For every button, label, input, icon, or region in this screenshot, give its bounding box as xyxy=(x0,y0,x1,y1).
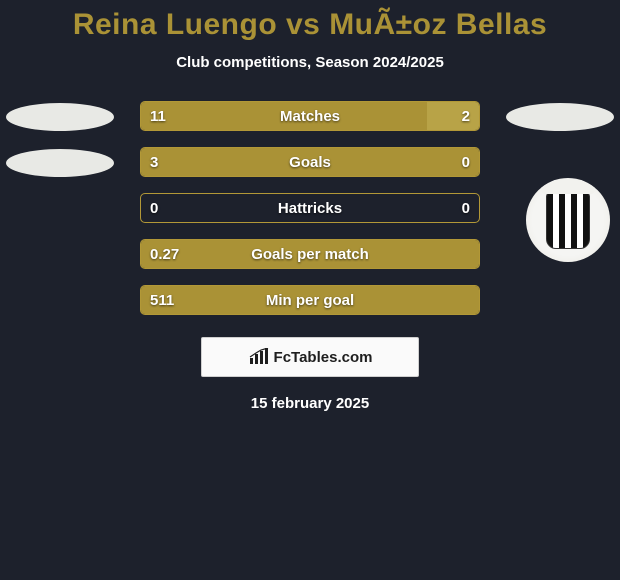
stat-bar-right xyxy=(427,102,479,130)
stat-value-left: 511 xyxy=(150,285,174,315)
stat-value-right: 0 xyxy=(462,193,470,223)
subtitle: Club competitions, Season 2024/2025 xyxy=(0,54,620,71)
stat-value-right: 0 xyxy=(462,147,470,177)
stat-bar-track: Goals per match xyxy=(140,239,480,269)
stat-bar-left xyxy=(141,102,427,130)
player-badge-left xyxy=(6,103,114,131)
stat-value-left: 11 xyxy=(150,101,166,131)
stat-row: Min per goal511 xyxy=(0,285,620,317)
footer-brand-box: FcTables.com xyxy=(201,337,419,377)
date-text: 15 february 2025 xyxy=(0,395,620,412)
stat-row: Goals3 0 xyxy=(0,147,620,179)
stat-value-left: 3 xyxy=(150,147,158,177)
stat-bar-left xyxy=(141,286,479,314)
stat-bar-track: Hattricks xyxy=(140,193,480,223)
stat-bar-left xyxy=(141,240,479,268)
stat-value-left: 0 xyxy=(150,193,158,223)
stat-bar-track: Goals xyxy=(140,147,480,177)
stat-bar-left xyxy=(141,148,479,176)
stat-bar-track: Matches xyxy=(140,101,480,131)
player-badge-left xyxy=(6,149,114,177)
stat-bar-track: Min per goal xyxy=(140,285,480,315)
stat-label: Hattricks xyxy=(141,194,479,222)
stat-value-right: 2 xyxy=(462,101,470,131)
club-badge-right: MERIDA xyxy=(526,178,610,262)
footer-brand-text: FcTables.com xyxy=(274,349,373,366)
stat-row: Matches11 2 xyxy=(0,101,620,133)
stat-row: Goals per match0.27 xyxy=(0,239,620,271)
player-badge-right xyxy=(506,103,614,131)
stat-value-left: 0.27 xyxy=(150,239,179,269)
club-shield-icon xyxy=(546,191,590,249)
bar-chart-icon xyxy=(248,348,270,366)
page-title: Reina Luengo vs MuÃ±oz Bellas xyxy=(0,0,620,42)
